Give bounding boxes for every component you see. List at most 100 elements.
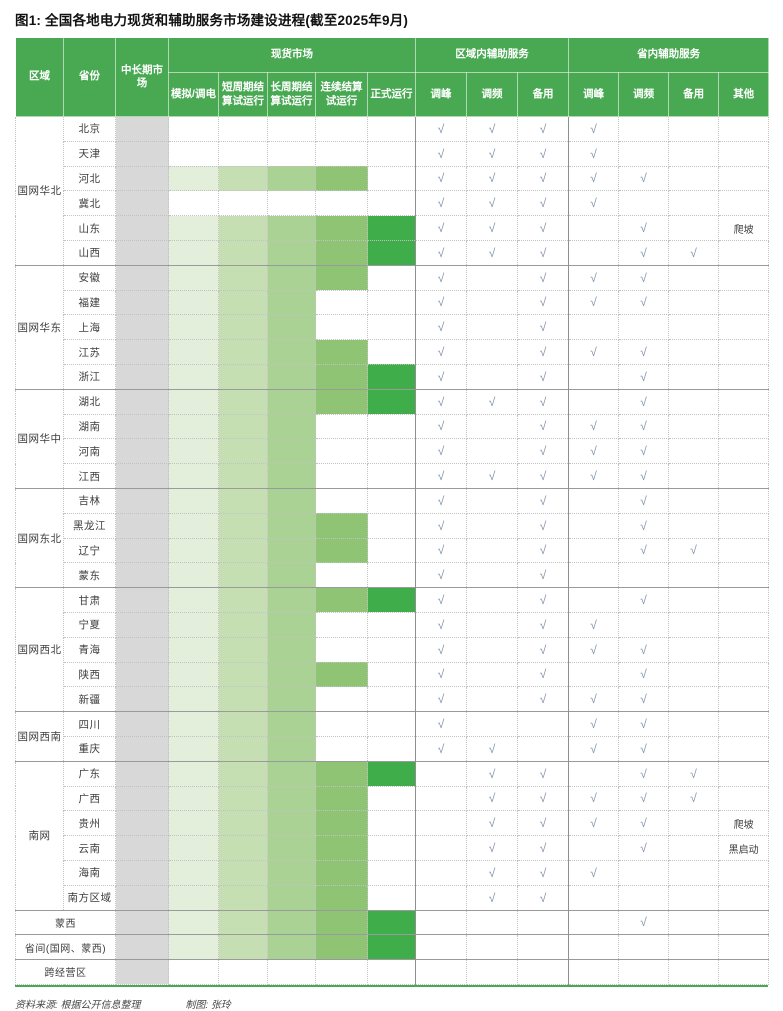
check-cell-region-peak: √	[415, 661, 468, 688]
stage-cell-3	[315, 562, 368, 589]
midlong-market-cell	[115, 686, 169, 713]
stage-cell-2	[267, 239, 316, 266]
stage-cell-3	[315, 835, 368, 861]
stage-cell-0	[168, 140, 219, 167]
province-cell: 四川	[63, 711, 116, 737]
check-cell-prov-reserve	[668, 810, 720, 837]
midlong-market-cell	[115, 165, 169, 192]
stage-cell-3	[315, 711, 368, 737]
stage-cell-2	[267, 909, 316, 936]
province-cell: 新疆	[63, 686, 116, 713]
stage-cell-2	[267, 463, 316, 489]
province-cell: 宁夏	[63, 611, 116, 638]
province-cell: 黑龙江	[63, 512, 116, 539]
table-body: 国网华北 北京 √ √ √ √ 天津 √ √ √ √ 河北 √ √ √ √ √ 冀北 √ √ √ √ 山东 √ √ √ √ 爬坡 山西 √…	[15, 116, 770, 985]
stage-cell-3	[315, 116, 368, 142]
check-cell-region-reserve: √	[517, 562, 570, 589]
stage-cell-0	[168, 884, 219, 911]
check-cell-prov-reserve	[668, 611, 720, 638]
check-cell-region-freq: √	[466, 835, 519, 861]
check-cell-region-reserve: √	[517, 413, 570, 440]
stage-cell-3	[315, 909, 368, 936]
stage-cell-4	[366, 636, 417, 663]
stage-cell-4	[366, 859, 417, 886]
province-cell: 福建	[63, 289, 116, 316]
stage-cell-4	[366, 190, 417, 217]
stage-cell-2	[267, 339, 316, 365]
other-cell	[718, 363, 770, 390]
check-cell-region-peak: √	[415, 463, 468, 489]
midlong-market-cell	[115, 264, 169, 291]
check-cell-region-freq: √	[466, 165, 519, 192]
sub-header: 连续结算试运行	[315, 72, 368, 117]
stage-cell-2	[267, 587, 316, 613]
stage-cell-0	[168, 785, 219, 812]
midlong-market-cell	[115, 661, 169, 688]
region-cell: 国网西南	[15, 711, 64, 762]
region-cell: 国网华北	[15, 116, 64, 266]
midlong-market-cell	[115, 785, 169, 812]
check-cell-region-reserve: √	[517, 215, 570, 241]
province-cell: 蒙东	[63, 562, 116, 589]
stage-cell-1	[218, 760, 268, 787]
check-cell-prov-peak	[568, 934, 620, 961]
region-cell: 国网华中	[15, 388, 64, 489]
midlong-market-cell	[115, 512, 169, 539]
check-cell-region-reserve	[517, 909, 570, 936]
check-cell-prov-freq	[618, 611, 670, 638]
midlong-market-cell	[115, 611, 169, 638]
check-cell-prov-reserve	[668, 735, 720, 762]
check-cell-region-reserve: √	[517, 190, 570, 217]
check-cell-prov-peak	[568, 239, 620, 266]
stage-cell-0	[168, 190, 219, 217]
province-cell: 甘肃	[63, 587, 116, 613]
stage-cell-3	[315, 587, 368, 613]
stage-cell-2	[267, 636, 316, 663]
other-cell	[718, 636, 770, 663]
other-cell	[718, 587, 770, 613]
check-cell-region-reserve: √	[517, 686, 570, 713]
region-cell: 蒙西	[15, 909, 116, 936]
other-cell	[718, 116, 770, 142]
check-cell-prov-peak	[568, 884, 620, 911]
stage-cell-0	[168, 215, 219, 241]
stage-cell-1	[218, 611, 268, 638]
stage-cell-2	[267, 190, 316, 217]
other-cell	[718, 438, 770, 465]
check-cell-prov-reserve	[668, 165, 720, 192]
stage-cell-4	[366, 487, 417, 514]
province-cell: 河北	[63, 165, 116, 192]
midlong-market-cell	[115, 438, 169, 465]
check-cell-region-peak: √	[415, 339, 468, 365]
province-cell: 吉林	[63, 487, 116, 514]
stage-cell-1	[218, 116, 268, 142]
midlong-market-cell	[115, 215, 169, 241]
other-cell	[718, 512, 770, 539]
check-cell-prov-freq: √	[618, 215, 670, 241]
stage-cell-2	[267, 810, 316, 837]
other-cell: 爬坡	[718, 810, 770, 837]
sub-header: 长周期结算试运行	[267, 72, 316, 117]
stage-cell-4	[366, 363, 417, 390]
region-cell: 省间(国网、蒙西)	[15, 934, 116, 961]
stage-cell-3	[315, 314, 368, 341]
check-cell-region-freq	[466, 339, 519, 365]
stage-cell-2	[267, 835, 316, 861]
check-cell-region-freq: √	[466, 116, 519, 142]
province-cell: 云南	[63, 835, 116, 861]
check-cell-prov-freq	[618, 314, 670, 341]
province-cell: 江西	[63, 463, 116, 489]
check-cell-prov-peak: √	[568, 810, 620, 837]
stage-cell-1	[218, 190, 268, 217]
check-cell-region-freq	[466, 959, 519, 985]
province-cell: 广西	[63, 785, 116, 812]
check-cell-prov-reserve	[668, 934, 720, 961]
check-cell-prov-peak: √	[568, 686, 620, 713]
other-cell	[718, 959, 770, 985]
province-cell: 冀北	[63, 190, 116, 217]
check-cell-region-reserve: √	[517, 537, 570, 564]
check-cell-prov-freq: √	[618, 413, 670, 440]
check-cell-region-freq: √	[466, 388, 519, 415]
province-cell: 广东	[63, 760, 116, 787]
check-cell-prov-reserve	[668, 116, 720, 142]
